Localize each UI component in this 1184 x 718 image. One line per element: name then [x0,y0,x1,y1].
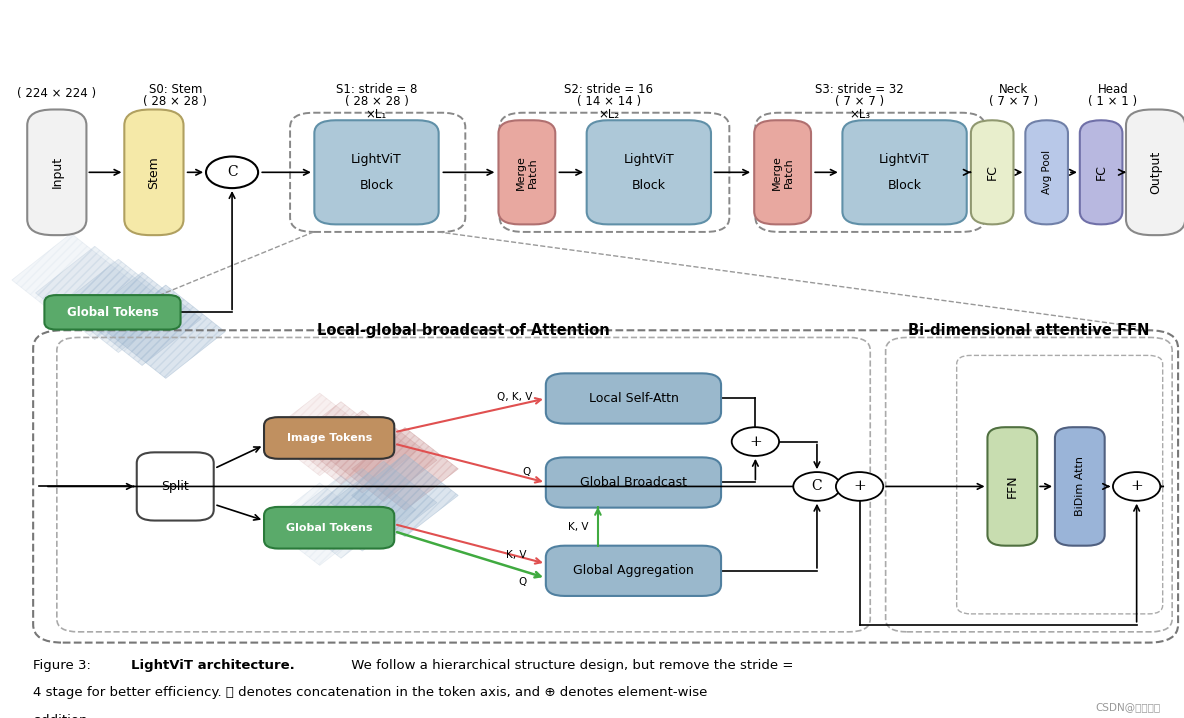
FancyBboxPatch shape [987,427,1037,546]
Text: Block: Block [888,179,921,192]
Text: ×L₂: ×L₂ [598,108,619,121]
FancyBboxPatch shape [124,109,184,236]
FancyBboxPatch shape [264,417,394,459]
Text: ( 28 × 28 ): ( 28 × 28 ) [143,95,207,108]
Text: Figure 3:: Figure 3: [33,659,95,672]
Polygon shape [59,259,178,353]
Polygon shape [12,233,130,327]
Text: FC: FC [1095,164,1107,180]
Text: Block: Block [632,179,665,192]
FancyBboxPatch shape [264,507,394,549]
Circle shape [793,472,841,501]
Text: ( 14 × 14 ): ( 14 × 14 ) [577,95,641,108]
Circle shape [206,157,258,188]
Polygon shape [352,454,458,537]
Text: ×L₃: ×L₃ [849,108,870,121]
Text: Output: Output [1150,151,1162,194]
Text: Split: Split [161,480,189,493]
Text: S2: stride = 16: S2: stride = 16 [564,83,654,96]
FancyBboxPatch shape [315,120,438,224]
Text: S1: stride = 8: S1: stride = 8 [336,83,417,96]
Text: ( 28 × 28 ): ( 28 × 28 ) [345,95,408,108]
Text: ( 1 × 1 ): ( 1 × 1 ) [1088,95,1138,108]
FancyBboxPatch shape [971,120,1014,224]
Text: FC: FC [986,164,998,180]
Text: Bi-dimensional attentive FFN: Bi-dimensional attentive FFN [908,323,1150,337]
Text: LightViT: LightViT [352,153,401,166]
FancyBboxPatch shape [1055,427,1105,546]
Text: Q: Q [519,577,527,587]
FancyBboxPatch shape [587,120,712,224]
Polygon shape [288,475,394,559]
FancyBboxPatch shape [546,546,721,596]
Text: Q, K, V: Q, K, V [497,392,533,402]
Text: Input: Input [51,157,63,188]
Text: +: + [1131,480,1143,493]
Text: ×L₁: ×L₁ [366,108,387,121]
Text: We follow a hierarchical structure design, but remove the stride =: We follow a hierarchical structure desig… [347,659,793,672]
Text: +: + [854,480,866,493]
Polygon shape [266,482,373,566]
Polygon shape [288,402,394,484]
Text: Local-global broadcast of Attention: Local-global broadcast of Attention [317,323,610,337]
Polygon shape [330,419,437,501]
Text: Global Tokens: Global Tokens [66,306,159,319]
Text: Global Aggregation: Global Aggregation [573,564,694,577]
FancyBboxPatch shape [136,452,213,521]
Text: Global Broadcast: Global Broadcast [580,476,687,489]
FancyBboxPatch shape [546,457,721,508]
Text: Block: Block [360,179,393,192]
Text: LightViT: LightViT [880,153,929,166]
FancyBboxPatch shape [843,120,966,224]
Text: BiDim Attn: BiDim Attn [1075,457,1085,516]
Text: Q: Q [522,467,530,477]
Polygon shape [330,462,437,544]
Circle shape [732,427,779,456]
Text: +: + [749,434,761,449]
Polygon shape [83,272,201,365]
FancyBboxPatch shape [1025,120,1068,224]
Text: LightViT: LightViT [624,153,674,166]
Text: Merge
Patch: Merge Patch [772,155,793,190]
Text: ( 7 × 7 ): ( 7 × 7 ) [835,95,884,108]
Text: C: C [812,480,822,493]
Text: Neck: Neck [999,83,1028,96]
FancyBboxPatch shape [27,109,86,236]
Polygon shape [36,246,154,340]
Polygon shape [352,427,458,510]
Text: Image Tokens: Image Tokens [287,433,372,443]
FancyBboxPatch shape [1126,109,1184,236]
Text: Local Self-Attn: Local Self-Attn [588,392,678,405]
FancyBboxPatch shape [45,295,180,330]
FancyBboxPatch shape [498,120,555,224]
Text: Stem: Stem [148,156,160,189]
Polygon shape [309,468,416,551]
Circle shape [1113,472,1160,501]
FancyBboxPatch shape [546,373,721,424]
Text: 4 stage for better efficiency. Ⓒ denotes concatenation in the token axis, and ⊕ : 4 stage for better efficiency. Ⓒ denotes… [33,686,708,699]
Text: CSDN@有为少年: CSDN@有为少年 [1095,702,1160,712]
Polygon shape [309,411,416,493]
FancyBboxPatch shape [754,120,811,224]
Text: Avg Pool: Avg Pool [1042,150,1051,195]
Text: ( 7 × 7 ): ( 7 × 7 ) [989,95,1038,108]
Circle shape [836,472,883,501]
FancyBboxPatch shape [1080,120,1122,224]
Text: Global Tokens: Global Tokens [285,523,373,533]
Text: C: C [227,165,237,180]
Text: K, V: K, V [568,522,588,531]
Text: Head: Head [1098,83,1128,96]
Text: Merge
Patch: Merge Patch [516,155,538,190]
Text: K, V: K, V [507,550,527,560]
Text: addition.: addition. [33,714,92,718]
Text: ( 224 × 224 ): ( 224 × 224 ) [18,87,96,100]
Text: S0: Stem: S0: Stem [148,83,202,96]
Text: LightViT architecture.: LightViT architecture. [131,659,295,672]
Polygon shape [266,393,373,475]
Polygon shape [107,285,225,378]
Text: S3: stride = 32: S3: stride = 32 [816,83,903,96]
Text: FFN: FFN [1006,475,1018,498]
